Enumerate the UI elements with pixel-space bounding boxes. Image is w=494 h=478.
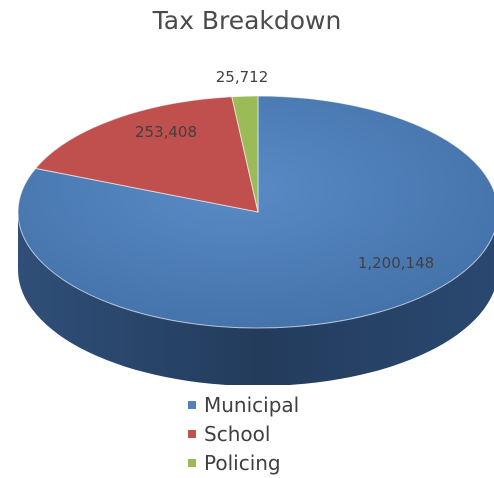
pie-side-layer: [18, 212, 494, 385]
legend-item-policing: Policing: [188, 448, 299, 477]
data-label-school: 253,408: [135, 123, 197, 141]
legend-swatch-municipal: [188, 400, 196, 409]
pie-slice-policing: [231, 95, 259, 213]
legend-label-municipal: Municipal: [204, 392, 300, 417]
pie-chart: 1,200,148 253,408 25,712: [17, 68, 494, 385]
legend: Municipal School Policing: [188, 390, 299, 477]
pie-label-layer: 1,200,148 253,408 25,712: [135, 68, 434, 272]
legend-item-school: School: [188, 419, 299, 448]
legend-label-policing: Policing: [204, 450, 281, 475]
legend-label-school: School: [204, 421, 271, 446]
pie-slice-school: [34, 96, 259, 213]
chart-title: Tax Breakdown: [152, 6, 342, 35]
legend-swatch-school: [188, 429, 196, 438]
data-label-policing: 25,712: [216, 68, 269, 86]
data-label-municipal: 1,200,148: [358, 254, 434, 272]
pie-top-layer: [17, 95, 494, 329]
pie-side-municipal: [18, 212, 494, 385]
legend-swatch-policing: [188, 458, 196, 467]
legend-item-municipal: Municipal: [188, 390, 299, 419]
